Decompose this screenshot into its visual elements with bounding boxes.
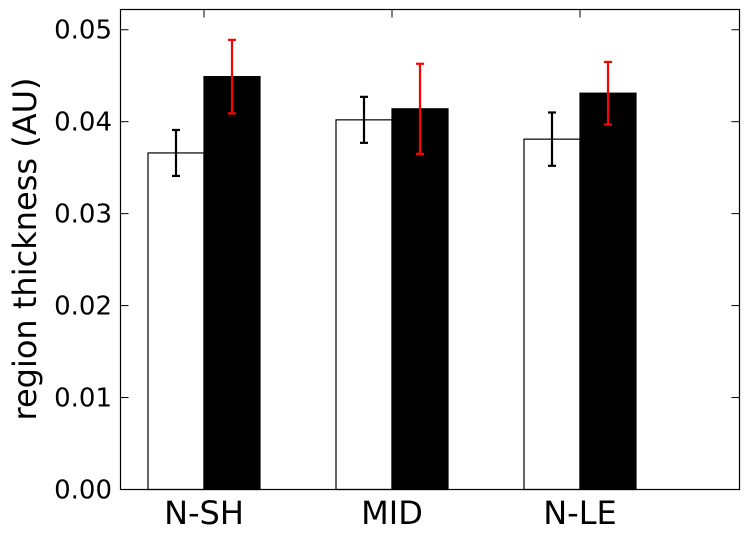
bar-series2-mid (391, 108, 449, 491)
bar-series2-n-le (579, 92, 637, 491)
x-tick-labels: N-SH MID N-LE (164, 494, 617, 532)
bars-layer (147, 76, 637, 491)
errorbar-series2-n-le (604, 60, 612, 126)
bar-series1-n-le (523, 138, 581, 491)
y-tick-label: 0.00 (54, 476, 112, 506)
errorbars-layer (172, 38, 612, 178)
ticks-layer (120, 9, 740, 490)
x-tick-label: N-LE (543, 494, 617, 532)
x-tick-label: N-SH (164, 494, 244, 532)
errorbar-series1-n-sh (172, 128, 180, 178)
bar-series1-mid (335, 119, 393, 491)
bar-series2-n-sh (203, 76, 261, 491)
bar-series1-n-sh (147, 152, 205, 491)
errorbar-series1-mid (360, 95, 368, 144)
y-axis-label: region thickness (AU) (6, 78, 44, 421)
y-tick-label: 0.04 (54, 108, 112, 138)
plot-frame (119, 8, 741, 491)
errorbar-series1-n-le (548, 111, 556, 167)
y-tick-label: 0.02 (54, 292, 112, 322)
y-tick-labels: 0.00 0.01 0.02 0.03 0.04 0.05 (54, 16, 112, 506)
errorbar-series2-mid (416, 62, 424, 155)
errorbar-series2-n-sh (228, 38, 236, 115)
y-tick-label: 0.01 (54, 384, 112, 414)
x-tick-label: MID (361, 494, 423, 532)
y-tick-label: 0.05 (54, 16, 112, 46)
y-tick-label: 0.03 (54, 200, 112, 230)
